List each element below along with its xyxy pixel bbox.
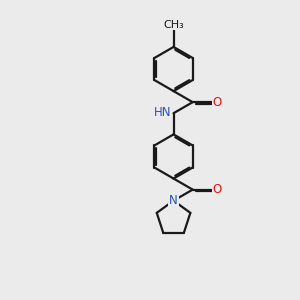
Text: HN: HN (154, 106, 171, 118)
Text: O: O (212, 96, 222, 109)
Text: N: N (169, 194, 178, 207)
Text: O: O (212, 183, 222, 196)
Text: CH₃: CH₃ (163, 20, 184, 30)
